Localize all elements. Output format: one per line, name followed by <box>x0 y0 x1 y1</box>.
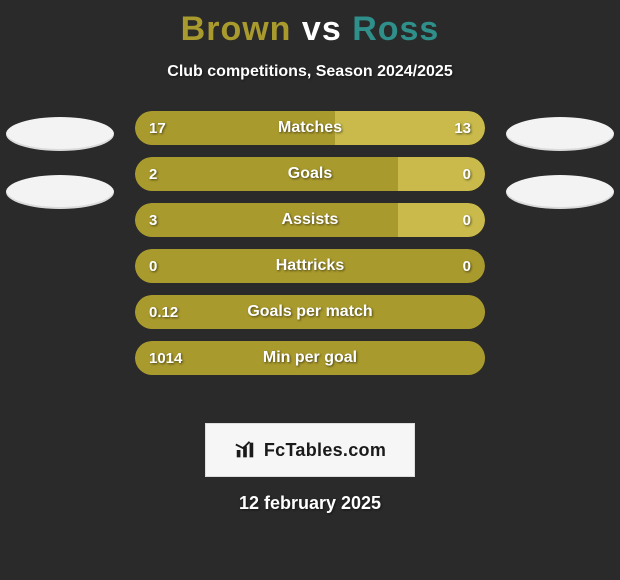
avatar-placeholder-left-1 <box>6 117 114 151</box>
title-player1: Brown <box>181 10 292 48</box>
title-vs: vs <box>302 10 342 48</box>
snapshot-date: 12 february 2025 <box>0 493 620 514</box>
stat-bar: 1713Matches <box>135 111 485 145</box>
logo-text: FcTables.com <box>264 440 386 461</box>
stat-bar: 0.12Goals per match <box>135 295 485 329</box>
stat-label: Min per goal <box>135 341 485 375</box>
comparison-card: Brown vs Ross Club competitions, Season … <box>0 0 620 580</box>
stat-label: Goals per match <box>135 295 485 329</box>
chart-icon <box>234 439 256 461</box>
stat-bar: 30Assists <box>135 203 485 237</box>
avatar-column-right <box>500 111 620 209</box>
page-title: Brown vs Ross <box>0 10 620 49</box>
avatar-placeholder-left-2 <box>6 175 114 209</box>
avatar-column-left <box>0 111 120 209</box>
stat-label: Goals <box>135 157 485 191</box>
stat-bars: 1713Matches 20Goals 30Assists 00Hattricks 0.… <box>135 111 485 375</box>
subtitle: Club competitions, Season 2024/2025 <box>0 63 620 81</box>
avatar-placeholder-right-1 <box>506 117 614 151</box>
stat-label: Assists <box>135 203 485 237</box>
stat-bar: 1014Min per goal <box>135 341 485 375</box>
title-player2: Ross <box>352 10 439 48</box>
stat-bar: 00Hattricks <box>135 249 485 283</box>
stat-bar: 20Goals <box>135 157 485 191</box>
avatar-placeholder-right-2 <box>506 175 614 209</box>
stats-stage: 1713Matches 20Goals 30Assists 00Hattricks 0.… <box>0 111 620 401</box>
fctables-logo[interactable]: FcTables.com <box>205 423 415 477</box>
stat-label: Matches <box>135 111 485 145</box>
stat-label: Hattricks <box>135 249 485 283</box>
